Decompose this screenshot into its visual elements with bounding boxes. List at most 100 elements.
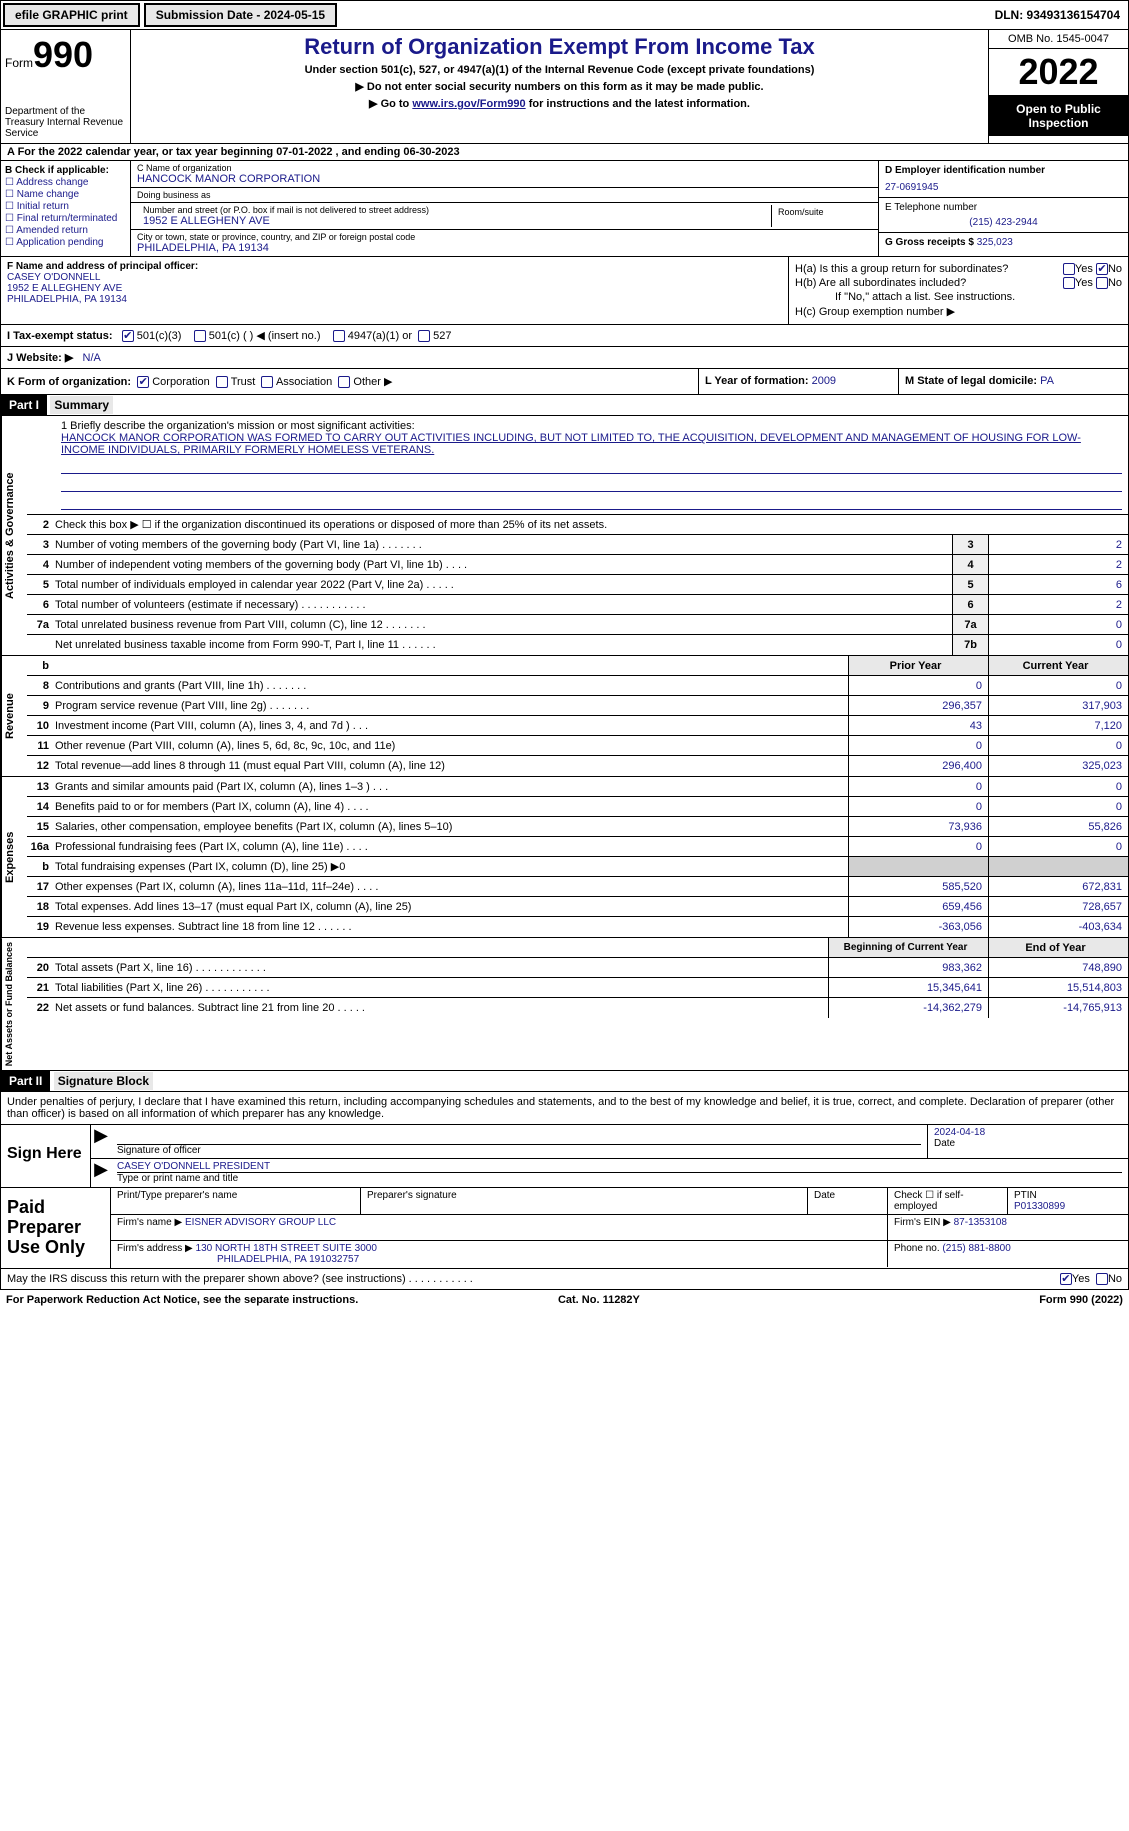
sig-date-label: Date [934,1138,1122,1149]
sign-here-label: Sign Here [1,1125,91,1187]
firm-ein: 87-1353108 [954,1217,1007,1228]
expense-line-14: 14Benefits paid to or for members (Part … [27,797,1128,817]
form-number: 990 [33,34,93,75]
cat-number: Cat. No. 11282Y [558,1294,640,1306]
section-b-c-d: B Check if applicable: ☐ Address change … [0,161,1129,257]
row-k-form-org: K Form of organization: Corporation Trus… [0,369,1129,395]
revenue-line-11: 11Other revenue (Part VIII, column (A), … [27,736,1128,756]
chk-527[interactable] [418,330,430,342]
netassets-section: Net Assets or Fund Balances Beginning of… [0,938,1129,1071]
form-label: Form990 [5,34,126,76]
part-1-label: Part I [1,395,47,415]
col-b-checkboxes: B Check if applicable: ☐ Address change … [1,161,131,256]
paid-row-2: Firm's name ▶ EISNER ADVISORY GROUP LLC … [111,1215,1128,1241]
form-footer-label: Form 990 (2022) [1039,1294,1123,1306]
netassets-line-21: 21Total liabilities (Part X, line 26) . … [27,978,1128,998]
expense-line-13: 13Grants and similar amounts paid (Part … [27,777,1128,797]
firm-phone: (215) 881-8800 [942,1243,1010,1254]
netassets-header-row: Beginning of Current Year End of Year [27,938,1128,958]
chk-corporation[interactable] [137,376,149,388]
may-no[interactable] [1096,1273,1108,1285]
efile-print-button[interactable]: efile GRAPHIC print [3,3,140,27]
expenses-section: Expenses 13Grants and similar amounts pa… [0,777,1129,938]
chk-address-change[interactable]: ☐ Address change [5,177,126,188]
signature-declaration: Under penalties of perjury, I declare th… [0,1092,1129,1125]
summary-line-7a: 7aTotal unrelated business revenue from … [27,615,1128,635]
city-state-zip: PHILADELPHIA, PA 19134 [137,242,872,254]
chk-application-pending[interactable]: ☐ Application pending [5,237,126,248]
chk-amended-return[interactable]: ☐ Amended return [5,225,126,236]
revenue-section: Revenue b Prior Year Current Year 8Contr… [0,656,1129,777]
row-j-website: J Website: ▶ N/A [0,347,1129,369]
chk-501c[interactable] [194,330,206,342]
revenue-line-12: 12Total revenue—add lines 8 through 11 (… [27,756,1128,776]
expense-line-18: 18Total expenses. Add lines 13–17 (must … [27,897,1128,917]
col-c-org-info: C Name of organization HANCOCK MANOR COR… [131,161,878,256]
mission-text: HANCOCK MANOR CORPORATION WAS FORMED TO … [61,432,1122,456]
telephone-value: (215) 423-2944 [885,217,1122,228]
tax-year: 2022 [989,49,1128,96]
hb-yes[interactable] [1063,277,1075,289]
dept-label: Department of the Treasury Internal Reve… [5,106,126,139]
summary-line-6: 6Total number of volunteers (estimate if… [27,595,1128,615]
org-name-cell: C Name of organization HANCOCK MANOR COR… [131,161,878,188]
paid-preparer-label: Paid Preparer Use Only [1,1188,111,1267]
expense-line-15: 15Salaries, other compensation, employee… [27,817,1128,837]
chk-name-change[interactable]: ☐ Name change [5,189,126,200]
l-year-formation: L Year of formation: 2009 [698,369,898,394]
netassets-line-20: 20Total assets (Part X, line 16) . . . .… [27,958,1128,978]
h-b-note: If "No," attach a list. See instructions… [795,291,1122,303]
gross-receipts-value: 325,023 [977,237,1013,248]
chk-association[interactable] [261,376,273,388]
row-a-calendar-year: A For the 2022 calendar year, or tax yea… [0,144,1129,161]
h-a: H(a) Is this a group return for subordin… [795,263,1122,275]
top-bar: efile GRAPHIC print Submission Date - 20… [0,0,1129,30]
part-1-title: Summary [50,396,113,414]
hb-no[interactable] [1096,277,1108,289]
firm-name: EISNER ADVISORY GROUP LLC [185,1217,336,1228]
summary-line-5: 5Total number of individuals employed in… [27,575,1128,595]
header-right: OMB No. 1545-0047 2022 Open to Public In… [988,30,1128,143]
k-form-org: K Form of organization: Corporation Trus… [1,369,698,394]
current-year-header: Current Year [988,656,1128,675]
col-d-ein: D Employer identification number 27-0691… [878,161,1128,256]
row-i-tax-status: I Tax-exempt status: 501(c)(3) 501(c) ( … [0,325,1129,347]
revenue-line-8: 8Contributions and grants (Part VIII, li… [27,676,1128,696]
vtab-netassets: Net Assets or Fund Balances [1,938,27,1070]
chk-final-return[interactable]: ☐ Final return/terminated [5,213,126,224]
paid-row-3: Firm's address ▶ 130 NORTH 18TH STREET S… [111,1241,1128,1267]
vtab-governance: Activities & Governance [1,416,27,655]
chk-other[interactable] [338,376,350,388]
paid-preparer-block: Paid Preparer Use Only Print/Type prepar… [0,1188,1129,1268]
section-f-h: F Name and address of principal officer:… [0,257,1129,325]
netassets-line-22: 22Net assets or fund balances. Subtract … [27,998,1128,1018]
ein-cell: D Employer identification number 27-0691… [879,161,1128,198]
street-cell: Number and street (or P.O. box if mail i… [131,203,878,230]
subtitle-3: ▶ Go to www.irs.gov/Form990 for instruct… [135,97,984,110]
paid-row-1: Print/Type preparer's name Preparer's si… [111,1188,1128,1215]
header-center: Return of Organization Exempt From Incom… [131,30,988,143]
mission-block: 1 Briefly describe the organization's mi… [27,416,1128,515]
ha-yes[interactable] [1063,263,1075,275]
may-yes[interactable] [1060,1273,1072,1285]
city-cell: City or town, state or province, country… [131,230,878,256]
ein-value: 27-0691945 [885,182,1122,193]
ha-no[interactable] [1096,263,1108,275]
h-b: H(b) Are all subordinates included? Yes … [795,277,1122,289]
chk-4947[interactable] [333,330,345,342]
vtab-revenue: Revenue [1,656,27,776]
officer-addr1: 1952 E ALLEGHENY AVE [7,283,782,294]
paperwork-notice: For Paperwork Reduction Act Notice, see … [6,1294,358,1306]
chk-501c3[interactable] [122,330,134,342]
part-2-title: Signature Block [54,1072,153,1090]
officer-print-name: CASEY O'DONNELL PRESIDENT [117,1161,1122,1173]
subtitle-1: Under section 501(c), 527, or 4947(a)(1)… [135,64,984,76]
irs-link[interactable]: www.irs.gov/Form990 [412,98,525,110]
chk-initial-return[interactable]: ☐ Initial return [5,201,126,212]
form-title: Return of Organization Exempt From Incom… [135,34,984,60]
gross-receipts-cell: G Gross receipts $ 325,023 [879,233,1128,256]
omb-number: OMB No. 1545-0047 [989,30,1128,49]
chk-trust[interactable] [216,376,228,388]
header-left: Form990 Department of the Treasury Inter… [1,30,131,143]
sign-here-block: Sign Here ▶ Signature of officer 2024-04… [0,1125,1129,1188]
